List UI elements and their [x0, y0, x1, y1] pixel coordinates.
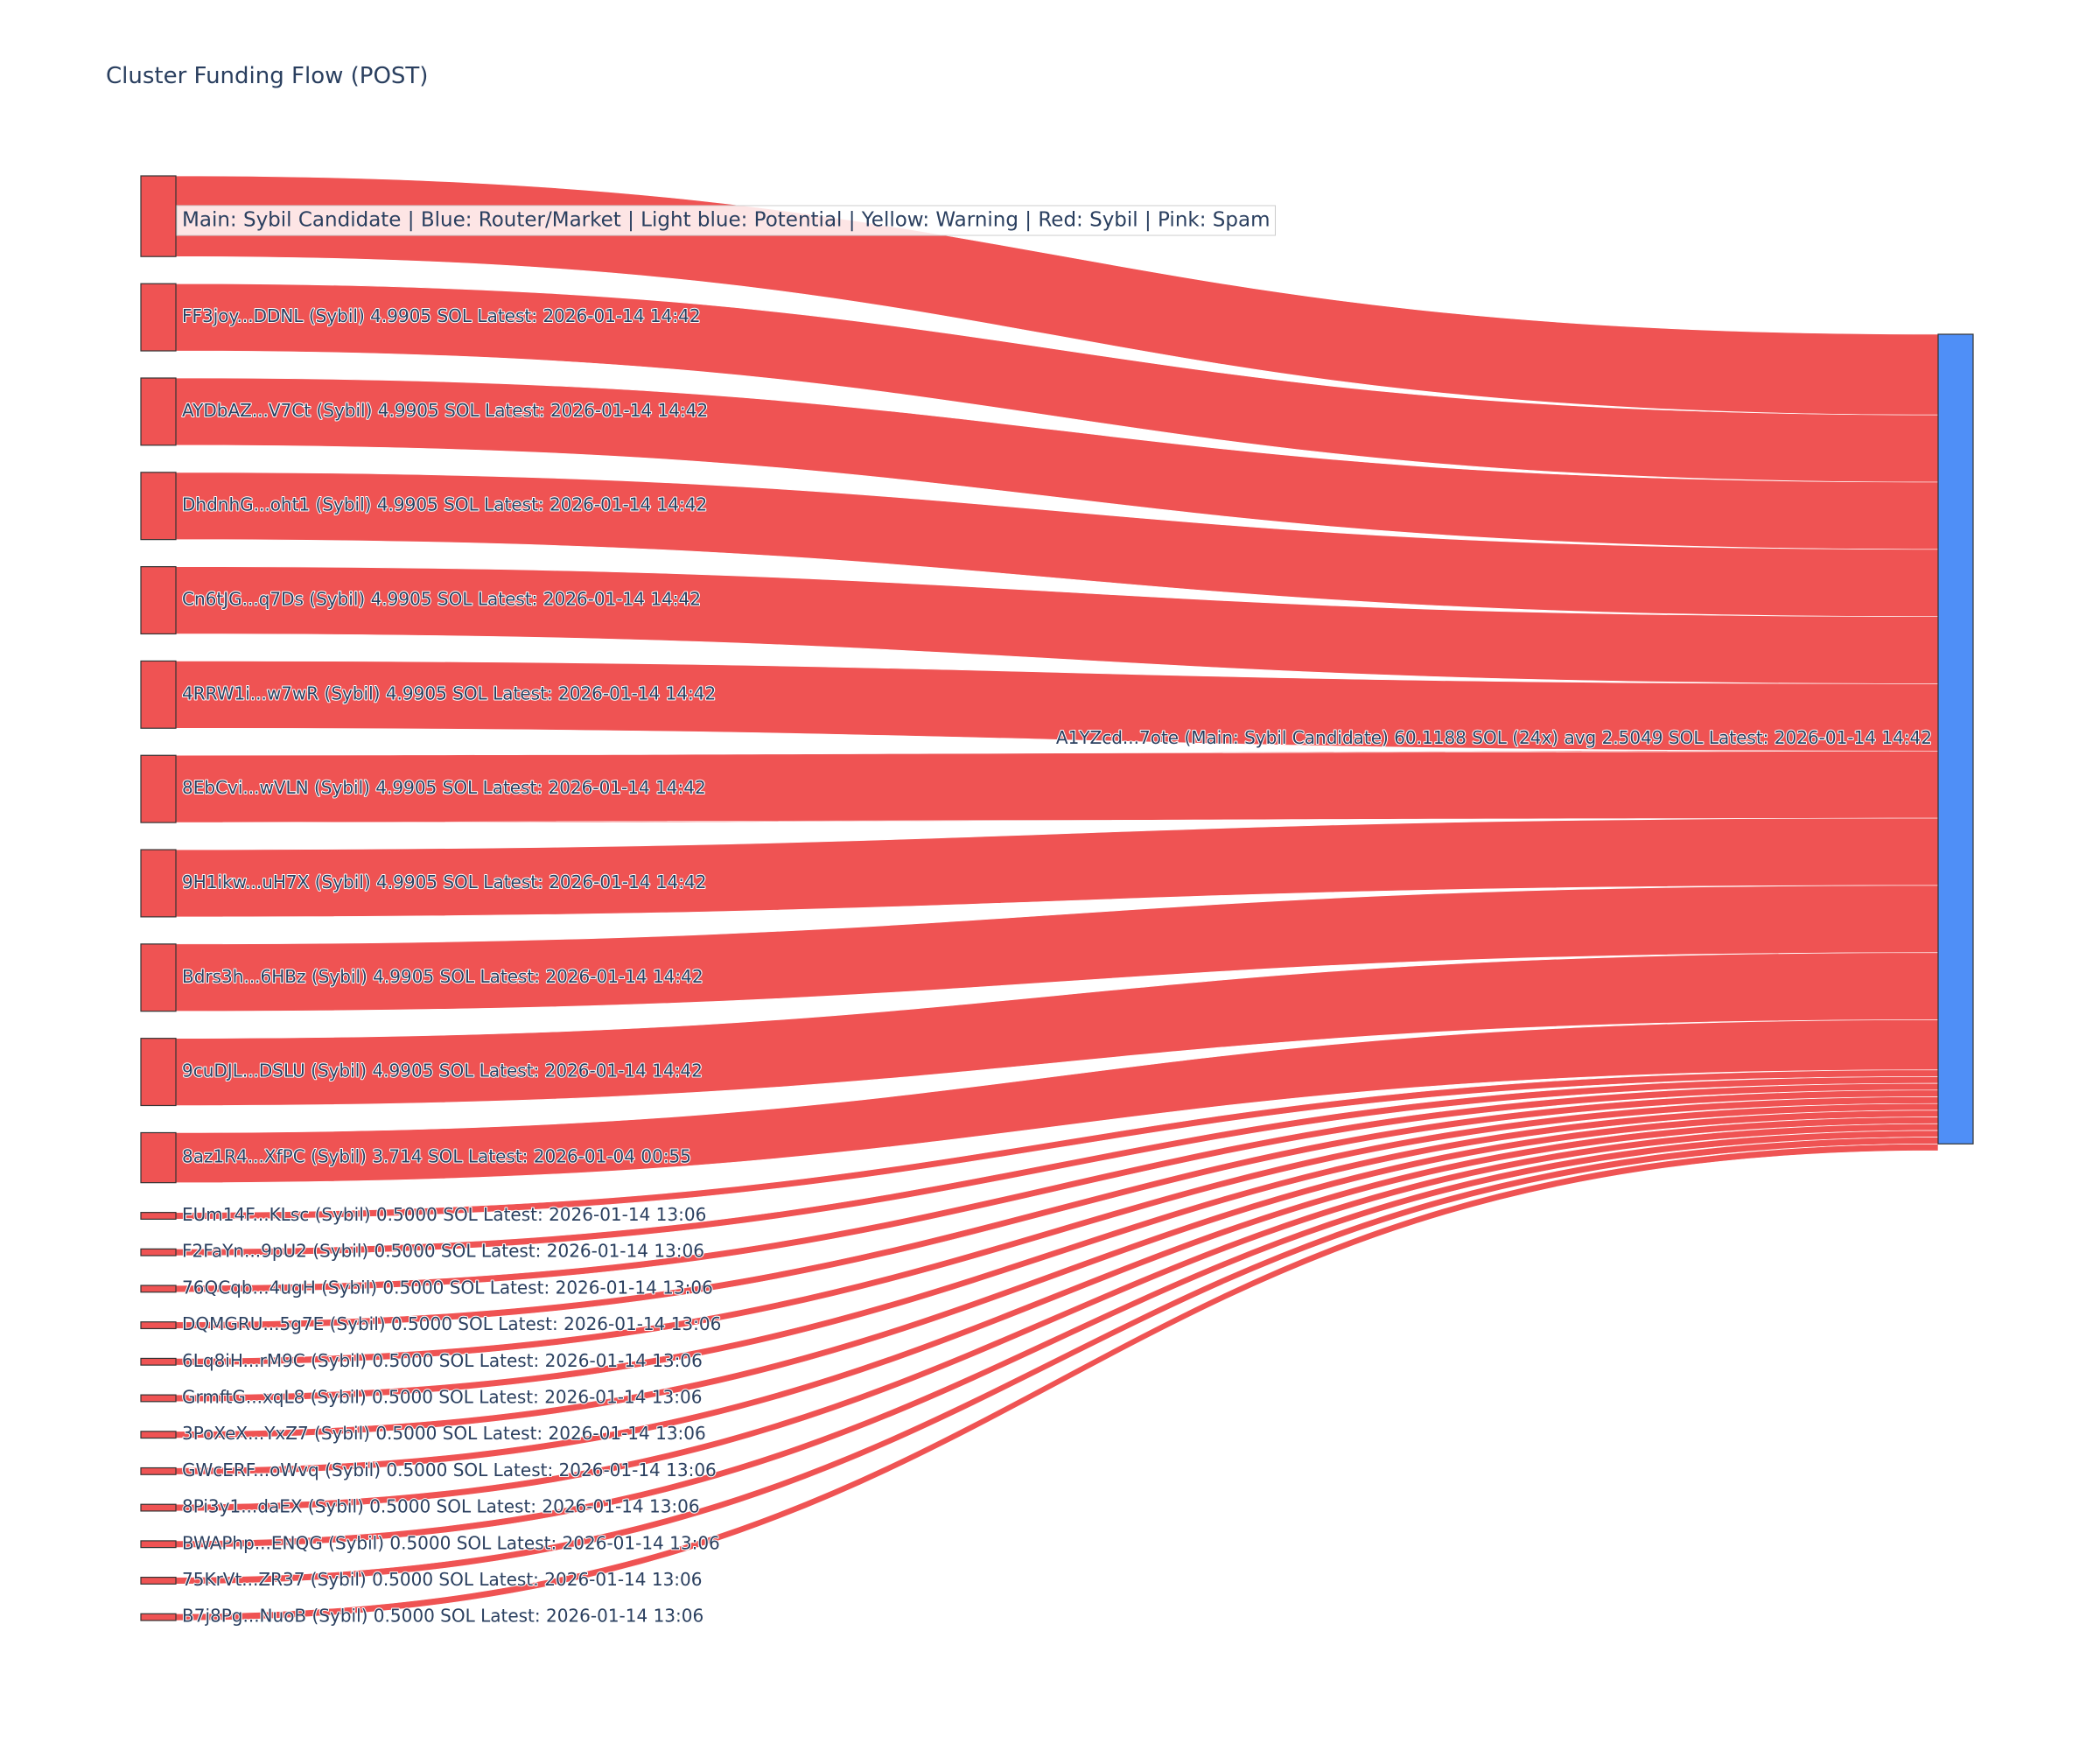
sankey-node-label: 9H1ikw...uH7X (Sybil) 4.9905 SOL Latest:…: [182, 872, 706, 892]
sankey-node-label: 8Pi3y1...daEX (Sybil) 0.5000 SOL Latest:…: [182, 1496, 700, 1517]
sankey-node-label: 3PoXeX...YxZ7 (Sybil) 0.5000 SOL Latest:…: [182, 1423, 706, 1444]
chart-title: Cluster Funding Flow (POST): [106, 63, 429, 89]
sankey-node-source[interactable]: [140, 1466, 177, 1475]
sankey-node-label: 8az1R4...XfPC (Sybil) 3.714 SOL Latest: …: [182, 1146, 691, 1167]
sankey-node-label: 4RRW1i...w7wR (Sybil) 4.9905 SOL Latest:…: [182, 682, 716, 704]
sankey-node-label: DQMGRU...5g7E (Sybil) 0.5000 SOL Latest:…: [182, 1313, 721, 1334]
sankey-node-label: GWcERF...oWvq (Sybil) 0.5000 SOL Latest:…: [182, 1460, 717, 1480]
sankey-node-source[interactable]: [140, 283, 177, 352]
sankey-node-source[interactable]: [140, 1540, 177, 1549]
sankey-node-source[interactable]: [140, 1038, 177, 1107]
sankey-labels: FF3joy...DDNL (Sybil) 4.9905 SOL Latest:…: [181, 304, 1933, 1628]
sankey-nodes: [140, 175, 1974, 1621]
sankey-node-label: GrmftG...xqL8 (Sybil) 0.5000 SOL Latest:…: [182, 1386, 702, 1407]
sankey-node-source[interactable]: [140, 1248, 177, 1256]
sankey-node-label: 75KrVt...ZR37 (Sybil) 0.5000 SOL Latest:…: [182, 1569, 703, 1590]
sankey-node-source[interactable]: [140, 943, 177, 1012]
sankey-node-label: 8EbCvi...wVLN (Sybil) 4.9905 SOL Latest:…: [182, 777, 706, 798]
sankey-node-label: 9cuDJL...DSLU (Sybil) 4.9905 SOL Latest:…: [182, 1060, 703, 1082]
sankey-node-label: Bdrs3h...6HBz (Sybil) 4.9905 SOL Latest:…: [182, 966, 704, 987]
sankey-node-source[interactable]: [140, 660, 177, 729]
sankey-node-label: 6Lq8iH...rM9C (Sybil) 0.5000 SOL Latest:…: [182, 1350, 703, 1371]
sankey-node-source[interactable]: [140, 1284, 177, 1293]
sankey-node-label: AYDbAZ...V7Ct (Sybil) 4.9905 SOL Latest:…: [182, 400, 708, 421]
sankey-node-label: BWAPhp...ENQG (Sybil) 0.5000 SOL Latest:…: [182, 1532, 720, 1553]
sankey-node-source[interactable]: [140, 1503, 177, 1512]
sankey-node-source[interactable]: [140, 754, 177, 823]
sankey-node-source[interactable]: [140, 1321, 177, 1330]
sankey-node-source[interactable]: [140, 566, 177, 635]
legend: Main: Sybil Candidate | Blue: Router/Mar…: [176, 205, 1276, 236]
sankey-target-label: A1YZcd...7ote (Main: Sybil Candidate) 60…: [1056, 727, 1932, 748]
sankey-node-source[interactable]: [140, 377, 177, 446]
sankey-node-label: EUm14F...KLsc (Sybil) 0.5000 SOL Latest:…: [182, 1204, 706, 1225]
sankey-node-source[interactable]: [140, 1131, 177, 1184]
sankey-link[interactable]: [175, 1143, 1939, 1621]
sankey-node-source[interactable]: [140, 1394, 177, 1403]
sankey-node-source[interactable]: [140, 1613, 177, 1621]
legend-text: Main: Sybil Candidate | Blue: Router/Mar…: [182, 209, 1270, 232]
sankey-node-source[interactable]: [140, 1212, 177, 1220]
sankey-node-source[interactable]: [140, 472, 177, 541]
sankey-node-label: F2FaYn...9pU2 (Sybil) 0.5000 SOL Latest:…: [182, 1241, 704, 1262]
sankey-link[interactable]: [175, 1130, 1939, 1548]
sankey-node-source[interactable]: [140, 1357, 177, 1366]
sankey-node-source[interactable]: [140, 1577, 177, 1585]
sankey-node-source[interactable]: [140, 175, 177, 257]
sankey-node-label: 76QCqb...4ugH (Sybil) 0.5000 SOL Latest:…: [182, 1277, 713, 1298]
sankey-node-label: B7j8Pg...NuoB (Sybil) 0.5000 SOL Latest:…: [182, 1606, 704, 1627]
sankey-node-source[interactable]: [140, 1431, 177, 1439]
sankey-node-source[interactable]: [140, 849, 177, 918]
sankey-node-label: FF3joy...DDNL (Sybil) 4.9905 SOL Latest:…: [182, 305, 701, 326]
sankey-node-label: DhdnhG...oht1 (Sybil) 4.9905 SOL Latest:…: [182, 494, 707, 515]
sankey-node-target[interactable]: [1937, 333, 1974, 1144]
legend-box: [176, 205, 1276, 236]
sankey-node-label: Cn6tJG...q7Ds (Sybil) 4.9905 SOL Latest:…: [182, 589, 701, 610]
sankey-links: [175, 175, 1939, 1621]
